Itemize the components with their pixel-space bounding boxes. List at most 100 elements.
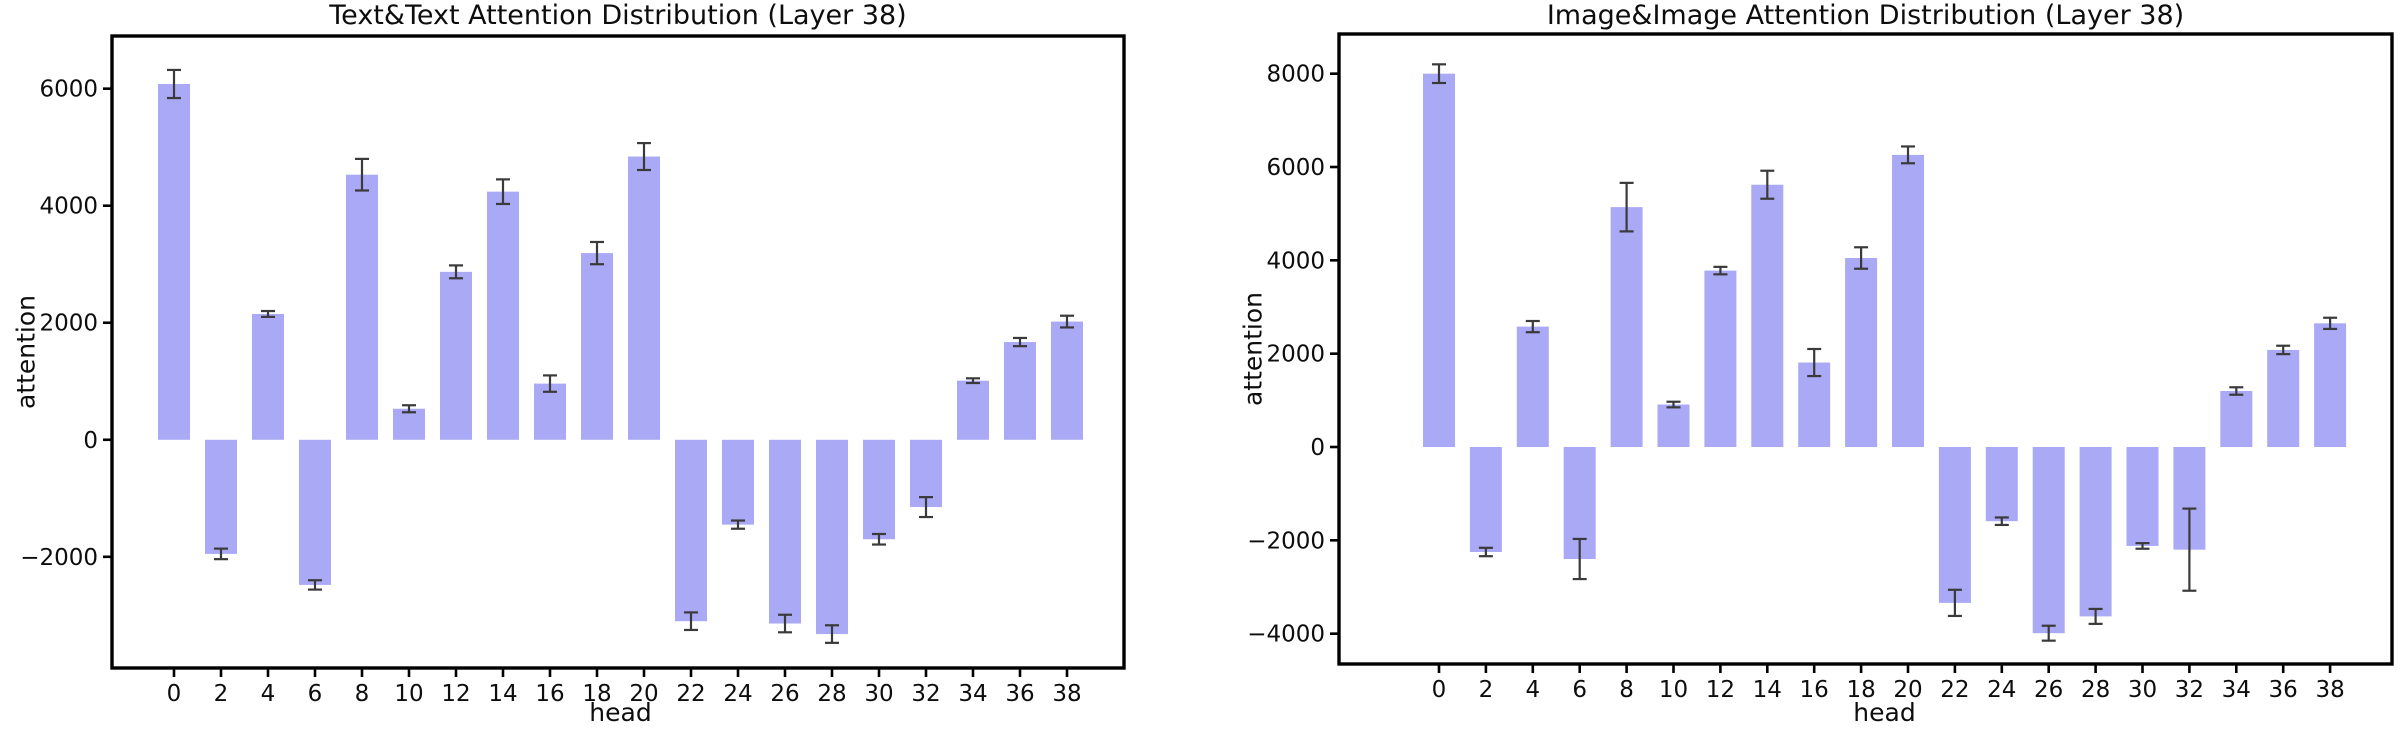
bar-head-8 [1610, 207, 1643, 447]
x-tick-label: 28 [817, 681, 846, 707]
error-bar-head-32 [2182, 507, 2197, 592]
x-tick-label: 6 [1572, 677, 1587, 703]
error-bar-head-16 [1807, 347, 1822, 378]
error-bar-head-0 [167, 68, 181, 100]
x-tick-label: 18 [1846, 677, 1875, 703]
y-tick-label: 0 [83, 428, 98, 454]
x-tick-label: 26 [2034, 677, 2063, 703]
error-bar-head-4 [261, 309, 275, 318]
bar-head-26 [2032, 447, 2065, 634]
bar-head-24 [722, 439, 754, 525]
x-tick-label: 38 [1052, 681, 1081, 707]
y-tick-label: 2000 [1266, 342, 1325, 368]
error-bar-head-38 [2323, 316, 2338, 331]
error-bar-head-28 [825, 624, 839, 644]
bar-head-10 [393, 408, 425, 440]
bar-head-0 [158, 83, 190, 440]
x-tick-label: 38 [2315, 677, 2344, 703]
error-bar-head-20 [637, 141, 651, 172]
error-bar-head-36 [1013, 336, 1027, 348]
error-bar-head-24 [1994, 516, 2009, 527]
error-bar-head-6 [308, 579, 322, 591]
x-tick-label: 8 [1619, 677, 1634, 703]
error-bar-head-10 [402, 404, 416, 414]
error-bar-head-10 [1666, 400, 1681, 409]
error-bar-head-30 [2135, 542, 2150, 550]
bar-head-18 [581, 253, 613, 440]
x-tick-label: 2 [214, 681, 229, 707]
y-tick-label: 8000 [1266, 62, 1325, 88]
error-bar-head-24 [731, 519, 745, 530]
bar-head-26 [769, 439, 801, 624]
bar-head-4 [252, 313, 284, 440]
x-tick-label: 18 [582, 681, 611, 707]
x-tick-label: 16 [1800, 677, 1829, 703]
x-tick-label: 32 [911, 681, 940, 707]
y-tick-label: 6000 [1266, 155, 1325, 181]
x-tick-label: 20 [1893, 677, 1922, 703]
bar-head-24 [1985, 447, 2018, 522]
bar-head-22 [1938, 447, 1971, 603]
bar-head-2 [205, 439, 237, 554]
bar-head-36 [1004, 342, 1036, 440]
error-bar-head-38 [1060, 314, 1074, 329]
x-tick-label: 22 [1940, 677, 1969, 703]
x-tick-label: 36 [1005, 681, 1034, 707]
x-tick-label: 22 [676, 681, 705, 707]
bar-head-28 [816, 439, 848, 635]
bar-head-34 [2220, 391, 2253, 447]
x-tick-label: 16 [535, 681, 564, 707]
x-tick-label: 14 [488, 681, 517, 707]
error-bar-head-30 [872, 532, 886, 546]
y-axis-label: attention [1238, 291, 1268, 407]
bar-head-30 [863, 439, 895, 540]
bar-head-14 [1751, 184, 1784, 447]
y-tick-label: 4000 [1266, 248, 1325, 274]
x-tick-label: 26 [770, 681, 799, 707]
x-tick-label: 28 [2081, 677, 2110, 703]
error-bar-head-8 [1619, 181, 1634, 233]
error-bar-head-8 [355, 157, 369, 192]
bar-head-30 [2126, 447, 2159, 546]
error-bar-head-2 [1478, 546, 1493, 558]
x-tick-label: 24 [723, 681, 752, 707]
error-bar-head-22 [684, 611, 698, 632]
error-bar-head-12 [1713, 265, 1728, 276]
x-axis-label: head [1853, 698, 1916, 727]
x-tick-label: 0 [1432, 677, 1447, 703]
y-tick-label: −4000 [1247, 622, 1325, 648]
bar-head-6 [299, 439, 331, 585]
error-bar-head-4 [1525, 319, 1540, 334]
x-tick-label: 30 [2128, 677, 2157, 703]
x-tick-label: 30 [864, 681, 893, 707]
y-axis-label: attention [11, 294, 41, 410]
bar-head-18 [1845, 258, 1878, 447]
y-tick-label: 6000 [39, 77, 98, 103]
bar-head-22 [675, 439, 707, 622]
x-tick-label: 4 [1525, 677, 1540, 703]
x-tick-label: 0 [167, 681, 182, 707]
chart-panel-text-text: Text&Text Attention Distribution (Layer … [11, 0, 1126, 727]
chart-title: Image&Image Attention Distribution (Laye… [1546, 0, 2185, 31]
x-tick-label: 20 [629, 681, 658, 707]
y-tick-label: 2000 [39, 311, 98, 337]
bar-head-4 [1516, 326, 1549, 447]
error-bar-head-16 [543, 374, 557, 393]
x-tick-label: 36 [2269, 677, 2298, 703]
error-bar-head-14 [1760, 169, 1775, 200]
error-bar-head-6 [1572, 537, 1587, 581]
x-tick-label: 34 [2222, 677, 2251, 703]
error-bar-head-34 [2229, 386, 2244, 396]
chart-panel-image-image: Image&Image Attention Distribution (Laye… [1201, 0, 2402, 734]
error-bar-head-26 [2041, 624, 2056, 642]
error-bar-head-0 [1432, 63, 1446, 85]
x-tick-label: 6 [308, 681, 323, 707]
error-bar-head-22 [1947, 588, 1962, 618]
bar-head-10 [1657, 404, 1690, 447]
error-bar-head-12 [449, 264, 463, 280]
x-tick-label: 32 [2175, 677, 2204, 703]
x-tick-label: 4 [261, 681, 276, 707]
bar-head-8 [346, 174, 378, 440]
bar-head-36 [2267, 349, 2300, 447]
